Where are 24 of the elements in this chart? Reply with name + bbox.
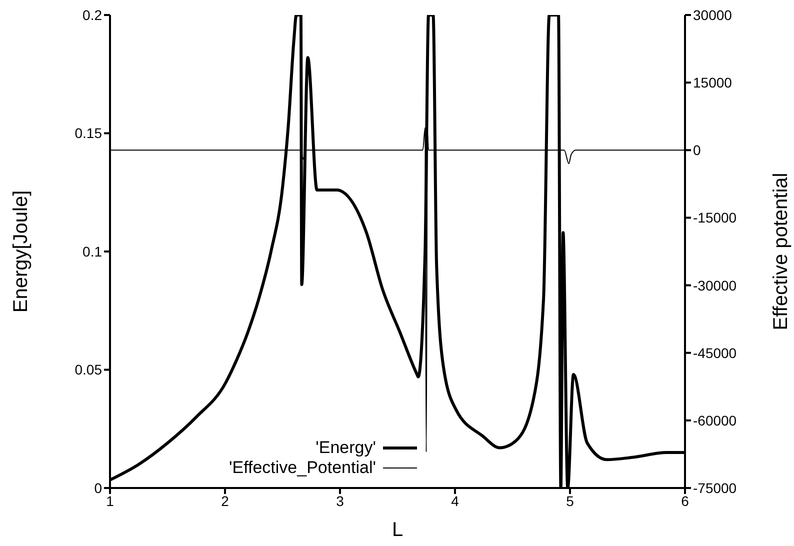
y-axis-title: Energy[Joule] [10, 190, 32, 313]
legend-label: 'Effective_Potential' [229, 458, 376, 478]
y2-tick-label: -45000 [693, 344, 737, 361]
y2-tick-label: -75000 [693, 480, 737, 496]
x-axis-title: L [392, 519, 404, 541]
y-tick-label: 0.05 [74, 362, 102, 378]
y2-tick-label: 0 [693, 142, 701, 158]
y2-tick-label: 30000 [693, 6, 732, 23]
x-tick-label: 5 [566, 492, 574, 509]
y2-tick-label: 15000 [693, 74, 732, 91]
y-tick-label: 0.1 [82, 243, 102, 260]
y2-axis-title: Effective potential [770, 172, 792, 330]
x-tick-label: 4 [451, 492, 460, 509]
x-tick-label: 1 [106, 492, 114, 509]
legend-label: 'Energy' [316, 438, 376, 458]
x-tick-label: 6 [681, 492, 690, 509]
y2-tick-label: -15000 [693, 210, 737, 226]
x-tick-label: 2 [221, 492, 230, 509]
y2-tick-label: -60000 [693, 412, 737, 428]
y2-tick-label: -30000 [693, 277, 737, 294]
y-tick-label: 0.2 [82, 6, 102, 23]
x-tick-label: 3 [336, 492, 344, 509]
y-tick-label: 0.15 [74, 125, 102, 142]
y-tick-label: 0 [94, 480, 102, 496]
